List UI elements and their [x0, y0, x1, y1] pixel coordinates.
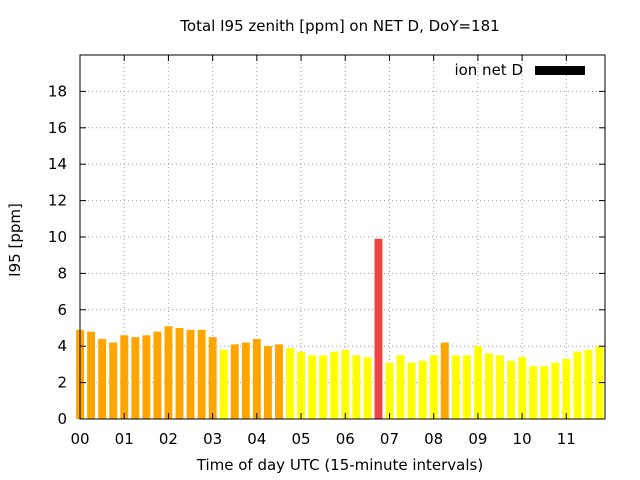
bar [540, 366, 549, 419]
x-tick-label: 03 [203, 430, 222, 448]
y-tick-label: 12 [48, 192, 67, 210]
bar [341, 349, 350, 419]
bar [109, 342, 118, 419]
bar [352, 355, 361, 419]
bar [440, 342, 449, 419]
bar [584, 349, 593, 419]
bar [319, 355, 328, 419]
x-tick-label: 05 [292, 430, 311, 448]
bar [429, 355, 438, 419]
bar [208, 337, 217, 419]
bar [385, 362, 394, 419]
bar [507, 360, 516, 419]
bar [120, 335, 129, 419]
bar [330, 351, 339, 419]
bar [87, 331, 96, 419]
bar [230, 344, 239, 419]
bar [175, 328, 184, 419]
y-tick-labels: 0 2 4 6 8 10 12 14 16 18 [48, 82, 67, 428]
bar [308, 355, 317, 419]
x-tick-label: 02 [159, 430, 178, 448]
bars-group [76, 238, 604, 419]
bar [573, 351, 582, 419]
y-tick-label: 2 [57, 374, 67, 392]
y-tick-label: 10 [48, 228, 67, 246]
bar [98, 338, 107, 419]
bar [297, 351, 306, 419]
bar [164, 326, 173, 419]
bar [418, 360, 427, 419]
x-axis-label: Time of day UTC (15-minute intervals) [196, 456, 483, 474]
legend-swatch [535, 66, 585, 75]
bar [131, 337, 140, 419]
bar [529, 366, 538, 419]
y-tick-label: 0 [57, 410, 67, 428]
chart-title: Total I95 zenith [ppm] on NET D, DoY=181 [179, 17, 499, 35]
legend: ion net D [454, 61, 585, 79]
bar [252, 338, 261, 419]
bar [496, 355, 504, 419]
bar [518, 357, 527, 419]
bar [451, 355, 460, 419]
y-tick-label: 18 [48, 82, 67, 100]
bar [363, 357, 372, 419]
y-tick-label: 8 [57, 264, 67, 282]
y-tick-label: 4 [57, 337, 67, 355]
x-tick-label: 11 [557, 430, 576, 448]
x-tick-label: 09 [468, 430, 487, 448]
x-tick-label: 08 [424, 430, 443, 448]
bar [562, 358, 571, 419]
x-tick-label: 06 [336, 430, 355, 448]
bar [407, 362, 416, 419]
bar [374, 238, 383, 419]
bar [142, 335, 151, 419]
grid-lines [80, 55, 605, 419]
x-tick-label: 10 [513, 430, 532, 448]
bar [263, 346, 272, 419]
bar [186, 329, 195, 419]
bar [462, 355, 471, 419]
y-tick-label: 16 [48, 119, 67, 137]
bar [551, 362, 560, 419]
x-tick-label: 04 [247, 430, 266, 448]
legend-label: ion net D [454, 61, 523, 79]
bar [153, 331, 162, 419]
bar [473, 346, 482, 419]
bar [275, 344, 283, 419]
y-tick-label: 14 [48, 155, 67, 173]
x-tick-labels: 00 01 02 03 04 05 06 07 08 09 10 11 [70, 430, 575, 448]
axes-group [79, 54, 606, 420]
bar [197, 329, 206, 419]
bar [241, 342, 250, 419]
x-tick-label: 01 [115, 430, 134, 448]
bar [219, 349, 228, 419]
y-tick-label: 6 [57, 301, 67, 319]
x-tick-label: 07 [380, 430, 399, 448]
bar [396, 355, 405, 419]
bar [485, 353, 493, 419]
x-tick-label: 00 [70, 430, 89, 448]
y-axis-label: I95 [ppm] [6, 203, 24, 277]
bar [286, 348, 294, 419]
